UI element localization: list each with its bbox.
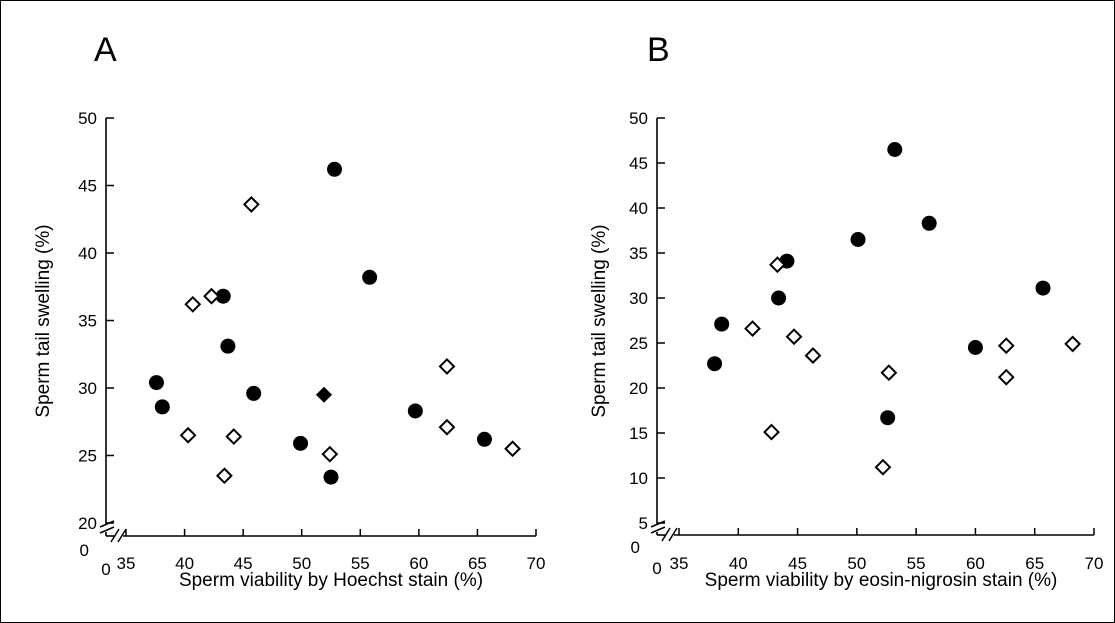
data-point-filled-circle-b [967, 340, 983, 355]
y-break-mark-b [650, 520, 666, 528]
y-break-mark-a [99, 520, 115, 528]
data-point-filled-circle-b [880, 410, 896, 426]
y-tick-label-b: 5 [639, 514, 648, 533]
data-point-filled-circle-a [323, 469, 339, 485]
data-point-filled-circle-a [327, 161, 343, 177]
data-point-filled-circle-b [714, 316, 730, 332]
data-point-open-diamond-a [438, 357, 456, 375]
data-point-filled-circle-a [407, 403, 423, 419]
y-tick-label-b: 10 [629, 469, 648, 488]
y-tick-label-b: 15 [629, 424, 648, 443]
data-point-open-diamond-a [203, 287, 220, 305]
y-origin-label-a: 0 [80, 541, 89, 560]
data-point-filled-circle-a [215, 288, 231, 304]
y-tick-label-b: 40 [629, 199, 648, 218]
x-tick-label-a: 45 [234, 554, 253, 573]
data-point-open-diamond-b [1064, 335, 1082, 353]
x-tick-label-a: 35 [117, 554, 136, 573]
data-point-filled-circle-a [293, 435, 309, 451]
data-point-filled-circle-b [1035, 280, 1051, 296]
data-point-open-diamond-a [504, 440, 521, 458]
y-tick-label-b: 20 [629, 379, 648, 398]
x-tick-label-b: 60 [966, 554, 985, 573]
x-tick-label-a: 65 [468, 554, 487, 573]
y-axis-title-b: Sperm tail swelling (%) [589, 224, 610, 417]
y-break-mark-a [99, 526, 115, 534]
data-point-filled-circle-a [154, 399, 170, 415]
x-origin-label-b: 0 [652, 559, 661, 578]
data-point-open-diamond-b [804, 347, 822, 365]
panel-label-b: B [647, 31, 670, 69]
data-point-open-diamond-b [744, 320, 761, 338]
data-point-open-diamond-a [225, 428, 243, 446]
data-point-filled-circle-b [921, 215, 937, 231]
data-point-filled-diamond-a [315, 386, 333, 403]
data-point-open-diamond-b [997, 368, 1015, 386]
data-point-open-diamond-b [880, 364, 898, 382]
x-tick-label-a: 70 [527, 554, 546, 573]
x-tick-label-b: 55 [907, 554, 926, 573]
y-break-mark-b [650, 526, 666, 534]
y-tick-label-b: 25 [629, 334, 648, 353]
x-break-mark-b [668, 527, 678, 542]
y-tick-label-b: 35 [629, 244, 648, 263]
x-tick-label-b: 70 [1085, 554, 1104, 573]
x-break-mark-a [110, 528, 120, 543]
y-tick-label-a: 40 [78, 244, 97, 263]
data-point-open-diamond-a [321, 445, 339, 463]
data-point-filled-circle-b [887, 142, 903, 157]
y-tick-label-a: 25 [78, 447, 97, 466]
data-point-open-diamond-a [179, 426, 197, 444]
data-point-open-diamond-a [438, 418, 456, 436]
data-point-filled-circle-a [476, 431, 492, 447]
x-origin-label-a: 0 [101, 560, 110, 579]
y-tick-label-b: 30 [629, 289, 648, 308]
data-point-open-diamond-a [242, 195, 260, 213]
data-point-filled-circle-b [771, 290, 787, 306]
y-tick-label-a: 20 [78, 514, 97, 533]
x-break-mark-b [661, 527, 671, 542]
x-tick-label-b: 40 [729, 554, 748, 573]
y-tick-label-a: 35 [78, 312, 97, 331]
y-axis-title-a: Sperm tail swelling (%) [33, 224, 54, 417]
data-point-filled-circle-a [362, 269, 378, 285]
data-point-open-diamond-b [874, 458, 892, 476]
data-point-open-diamond-b [997, 337, 1015, 355]
y-tick-label-a: 50 [78, 109, 97, 128]
y-tick-label-b: 45 [629, 154, 648, 173]
x-tick-label-b: 65 [1025, 554, 1044, 573]
y-tick-label-a: 30 [78, 379, 97, 398]
y-tick-label-b: 50 [629, 109, 648, 128]
x-axis-title-b: Sperm viability by eosin-nigrosin stain … [705, 570, 1058, 591]
data-point-filled-circle-a [220, 338, 236, 354]
x-tick-label-b: 50 [847, 554, 866, 573]
data-point-open-diamond-b [763, 423, 780, 441]
x-tick-label-a: 55 [351, 554, 370, 573]
data-point-filled-circle-b [707, 356, 723, 372]
data-point-open-diamond-b [785, 328, 803, 346]
data-point-filled-circle-a [148, 375, 164, 391]
x-tick-label-b: 35 [670, 554, 689, 573]
panel-label-a: A [94, 31, 117, 69]
y-tick-label-a: 45 [78, 177, 97, 196]
data-point-open-diamond-b [769, 256, 786, 274]
x-tick-label-a: 50 [292, 554, 311, 573]
y-origin-label-b: 0 [631, 538, 640, 557]
x-tick-label-b: 45 [788, 554, 807, 573]
data-point-filled-circle-b [850, 232, 866, 247]
x-tick-label-a: 60 [409, 554, 428, 573]
x-tick-label-a: 40 [175, 554, 194, 573]
data-point-open-diamond-a [215, 467, 233, 485]
data-point-filled-circle-a [246, 385, 262, 401]
x-break-mark-a [117, 528, 127, 543]
x-axis-title-a: Sperm viability by Hoechst stain (%) [179, 570, 483, 591]
data-point-open-diamond-a [184, 295, 202, 313]
